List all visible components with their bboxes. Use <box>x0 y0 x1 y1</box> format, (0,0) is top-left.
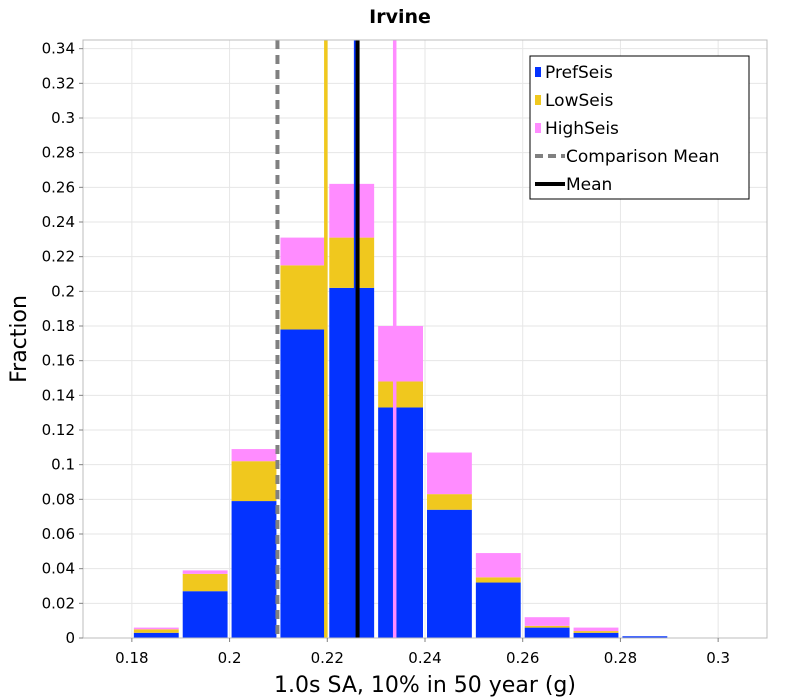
bar-highseis-4 <box>280 237 326 266</box>
y-tick-label: 0.32 <box>42 74 75 92</box>
bar-lowseis-7 <box>427 494 472 510</box>
y-tick-label: 0.26 <box>42 178 75 196</box>
x-tick-label: 0.22 <box>311 649 344 667</box>
bar-prefseis-7 <box>427 509 472 638</box>
y-tick-label: 0.04 <box>42 560 75 578</box>
bar-prefseis-9 <box>524 627 570 638</box>
bar-prefseis-4 <box>280 329 326 638</box>
x-tick-label: 0.28 <box>604 649 637 667</box>
y-tick-label: 0.1 <box>51 456 75 474</box>
legend-label-mean: Mean <box>566 175 612 195</box>
bar-highseis-10 <box>573 627 619 632</box>
bar-lowseis-10 <box>573 631 619 633</box>
bar-lowseis-9 <box>524 625 570 628</box>
x-tick-label: 0.2 <box>218 649 242 667</box>
bar-lowseis-1 <box>133 629 179 633</box>
y-axis-ticks: 0 0.02 0.04 0.06 0.08 0.1 0.12 0.14 0.16 0.18 0.2 0… <box>42 40 83 647</box>
y-tick-label: 0.16 <box>42 352 75 370</box>
x-tick-label: 0.26 <box>506 649 539 667</box>
bar-prefseis-8 <box>475 582 521 638</box>
bar-prefseis-2 <box>182 591 228 638</box>
x-tick-label: 0.3 <box>706 649 730 667</box>
histogram-bars <box>133 183 668 638</box>
bar-prefseis-3 <box>231 501 277 638</box>
bar-prefseis-6 <box>378 407 423 638</box>
bar-highseis-1 <box>133 627 179 630</box>
y-tick-label: 0.02 <box>42 594 75 612</box>
legend: PrefSeis LowSeis HighSeis Comparison Mean Me… <box>529 55 750 200</box>
bar-highseis-6 <box>378 326 423 382</box>
y-tick-label: 0.34 <box>42 40 75 58</box>
x-tick-label: 0.24 <box>408 649 441 667</box>
bar-lowseis-6 <box>378 381 423 408</box>
grid-lines <box>83 40 767 639</box>
bar-prefseis-11 <box>622 636 668 638</box>
bar-highseis-2 <box>182 570 228 574</box>
y-tick-label: 0.2 <box>51 282 75 300</box>
legend-swatch-prefseis <box>535 67 541 77</box>
legend-swatch-highseis <box>535 123 541 133</box>
y-tick-label: 0.08 <box>42 490 75 508</box>
legend-box <box>529 55 750 200</box>
legend-label-comparison-mean: Comparison Mean <box>566 147 720 167</box>
y-tick-label: 0.18 <box>42 317 75 335</box>
chart-title: Irvine <box>369 6 431 28</box>
legend-label-prefseis: PrefSeis <box>545 63 613 83</box>
bar-highseis-5 <box>329 183 375 238</box>
mean-lines <box>275 40 397 638</box>
bar-highseis-8 <box>475 553 521 578</box>
bar-lowseis-2 <box>182 573 228 592</box>
y-tick-label: 0.28 <box>42 144 75 162</box>
bar-lowseis-4 <box>280 265 326 330</box>
y-axis-title: Fraction <box>7 295 32 383</box>
legend-swatch-lowseis <box>535 95 541 105</box>
bar-prefseis-1 <box>133 632 179 638</box>
x-axis-ticks: 0.18 0.2 0.22 0.24 0.26 0.28 0.3 <box>115 638 730 667</box>
bar-highseis-7 <box>427 452 472 495</box>
bar-prefseis-10 <box>573 632 619 638</box>
y-tick-label: 0.22 <box>42 248 75 266</box>
legend-label-lowseis: LowSeis <box>545 91 613 111</box>
bar-lowseis-8 <box>475 577 521 583</box>
bar-highseis-9 <box>524 617 570 626</box>
y-tick-label: 0.3 <box>51 109 75 127</box>
y-tick-label: 0.06 <box>42 525 75 543</box>
x-tick-label: 0.18 <box>115 649 148 667</box>
legend-label-highseis: HighSeis <box>545 119 619 139</box>
y-tick-label: 0.14 <box>42 386 75 404</box>
y-tick-label: 0.24 <box>42 213 75 231</box>
bar-lowseis-5 <box>329 237 375 288</box>
y-tick-label: 0.12 <box>42 421 75 439</box>
bar-prefseis-5 <box>329 287 375 638</box>
y-tick-label: 0 <box>65 629 75 647</box>
bar-lowseis-3 <box>231 461 277 502</box>
x-axis-title: 1.0s SA, 10% in 50 year (g) <box>274 673 576 698</box>
bar-highseis-3 <box>231 449 277 462</box>
